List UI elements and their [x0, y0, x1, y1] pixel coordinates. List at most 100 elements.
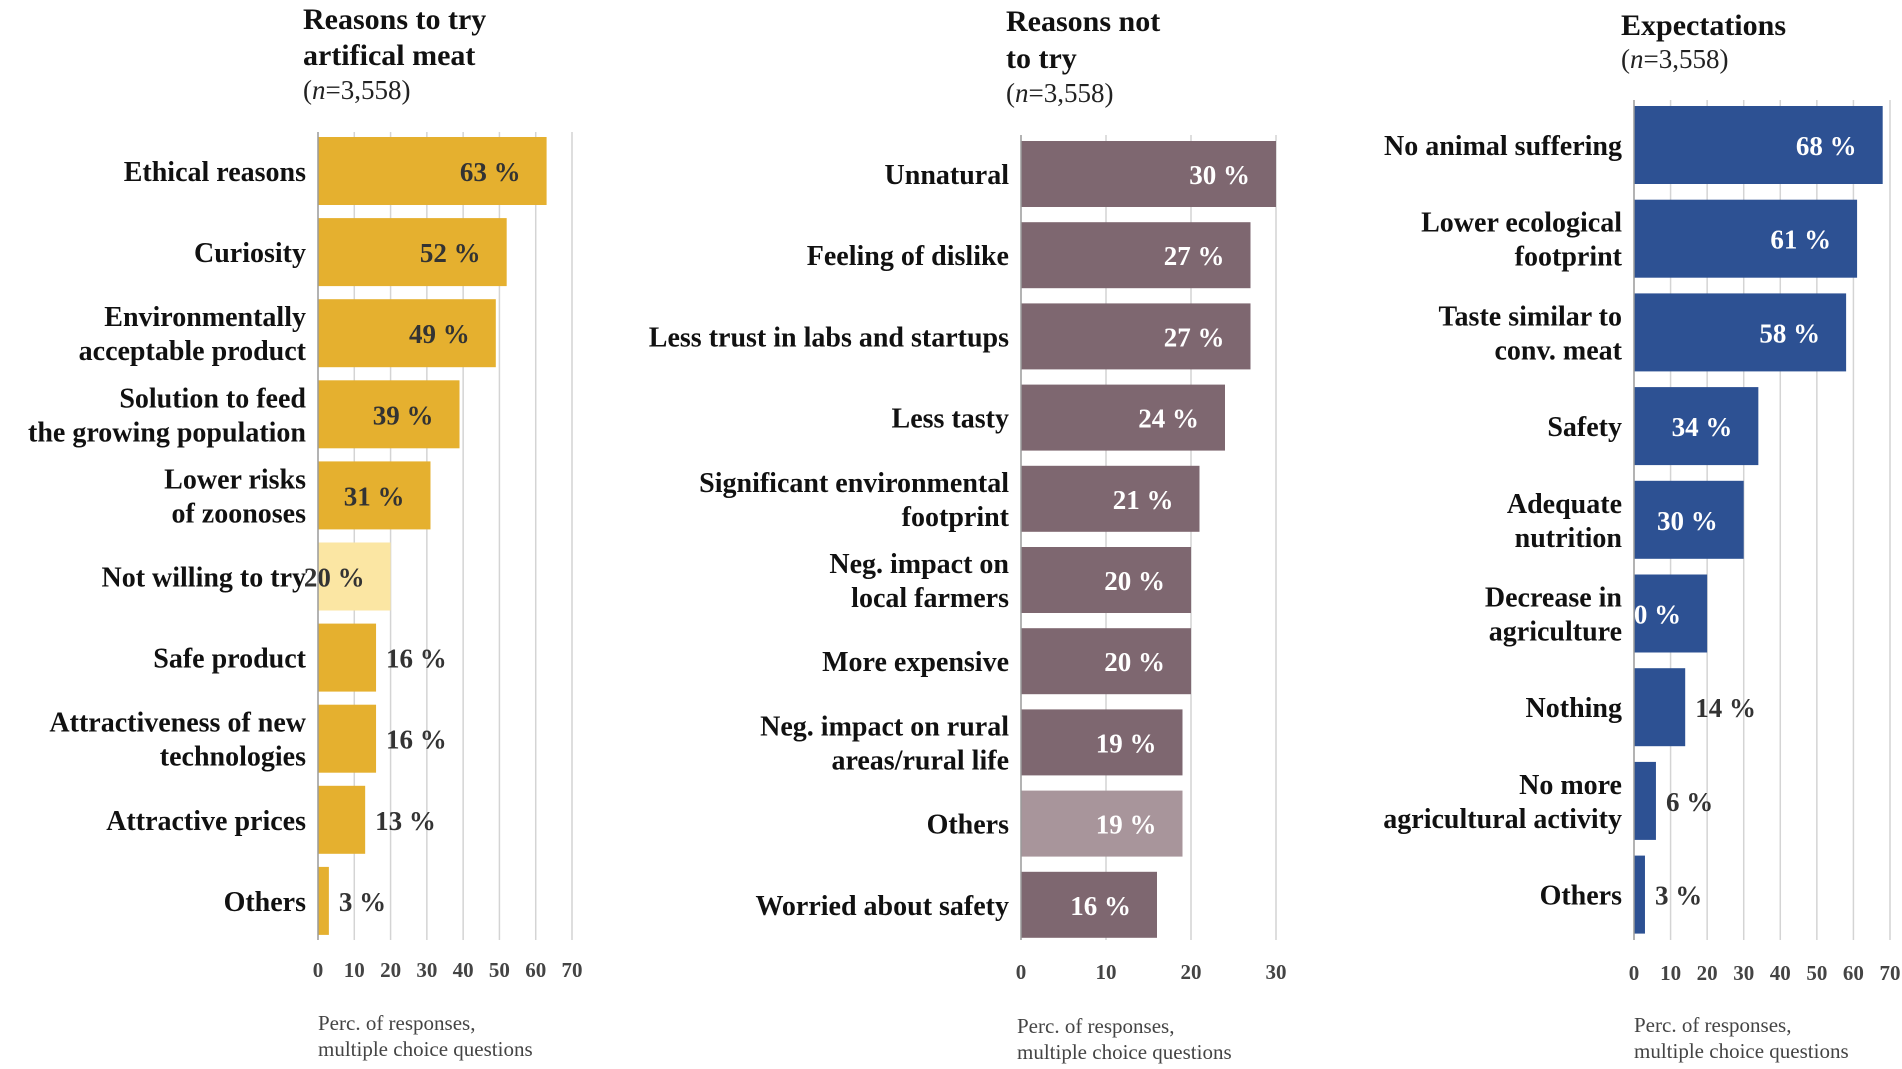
panel-subtitle: (n=3,558): [303, 75, 410, 105]
category-label: Taste similar to: [1438, 301, 1622, 332]
category-label: No animal suffering: [1384, 131, 1622, 162]
bar: [1634, 855, 1645, 934]
bar: [318, 866, 329, 935]
tick-label: 30: [1733, 961, 1754, 985]
panel-title: to try: [1006, 42, 1077, 75]
category-label: Less trust in labs and startups: [649, 322, 1009, 353]
bar: [1634, 387, 1759, 466]
bar: [318, 218, 507, 287]
category-label: conv. meat: [1494, 335, 1622, 366]
category-label: of zoonoses: [171, 498, 306, 529]
category-label: Others: [224, 887, 307, 918]
bar: [1021, 141, 1276, 207]
tick-label: 60: [1843, 961, 1864, 985]
data-label: 20 %: [304, 563, 365, 593]
category-label: footprint: [1515, 242, 1623, 273]
bar: [1634, 106, 1883, 184]
category-label: areas/rural life: [831, 745, 1009, 776]
category-label: No more: [1519, 770, 1622, 801]
bar: [1634, 199, 1858, 278]
data-label: 61 %: [1770, 225, 1831, 255]
panel-title: Reasons to try: [303, 3, 486, 36]
category-label: agriculture: [1489, 617, 1622, 648]
tick-label: 0: [313, 958, 324, 982]
bar: [1021, 222, 1251, 289]
data-label: 20 %: [1104, 647, 1165, 677]
category-label: nutrition: [1515, 523, 1623, 554]
category-label: Worried about safety: [755, 891, 1009, 922]
category-label: Others: [1540, 881, 1623, 912]
category-label: Decrease in: [1485, 583, 1623, 614]
data-label: 52 %: [420, 238, 481, 268]
bar: [1021, 628, 1191, 695]
category-label: acceptable product: [79, 336, 307, 367]
data-label: 63 %: [460, 157, 521, 187]
panel-subtitle: (n=3,558): [1621, 44, 1728, 74]
category-label: the growing population: [28, 417, 306, 448]
tick-label: 60: [525, 958, 546, 982]
category-label: agricultural activity: [1383, 804, 1622, 835]
bar: [1021, 303, 1251, 370]
axis-note: multiple choice questions: [318, 1037, 533, 1061]
axis-note: multiple choice questions: [1017, 1040, 1232, 1064]
bar: [318, 542, 391, 611]
category-label: local farmers: [851, 583, 1009, 614]
tick-label: 10: [1096, 960, 1117, 984]
bar: [318, 299, 496, 368]
panel-title: Reasons not: [1006, 5, 1160, 38]
tick-label: 10: [344, 958, 365, 982]
category-label: More expensive: [822, 647, 1009, 678]
panel-subtitle: (n=3,558): [1006, 78, 1113, 108]
bar: [1634, 293, 1847, 372]
data-label: 58 %: [1759, 318, 1820, 348]
tick-label: 0: [1629, 961, 1640, 985]
data-label: 3 %: [339, 887, 386, 917]
data-label: 19 %: [1096, 728, 1157, 758]
bar: [318, 461, 431, 530]
category-label: Neg. impact on rural: [760, 711, 1009, 742]
category-label: Curiosity: [194, 238, 306, 269]
category-label: Adequate: [1507, 489, 1622, 520]
data-label: 19 %: [1096, 810, 1157, 840]
tick-label: 0: [1016, 960, 1027, 984]
chart-panel-3: Expectations(n=3,558) No animal suffering…: [1383, 9, 1900, 1063]
data-label: 34 %: [1672, 412, 1733, 442]
category-label: Neg. impact on: [829, 549, 1009, 580]
data-label: 16 %: [1070, 891, 1131, 921]
category-label: Significant environmental: [699, 468, 1009, 499]
bar: [1634, 480, 1744, 559]
category-label: Safety: [1547, 412, 1622, 443]
tick-label: 20: [380, 958, 401, 982]
bar: [318, 137, 547, 205]
category-label: Less tasty: [892, 404, 1009, 435]
axis-note: Perc. of responses,: [1017, 1014, 1174, 1038]
category-label: Lower risks: [164, 464, 306, 495]
category-label: Others: [927, 810, 1010, 841]
data-label: 21 %: [1113, 485, 1174, 515]
bar: [318, 704, 377, 773]
bar: [1634, 668, 1686, 747]
tick-label: 50: [1806, 961, 1827, 985]
tick-label: 70: [1880, 961, 1901, 985]
data-label: 68 %: [1796, 131, 1857, 161]
panel-title: artifical meat: [303, 39, 475, 72]
bar: [318, 785, 366, 854]
bar: [1021, 384, 1225, 451]
data-label: 30 %: [1189, 160, 1250, 190]
tick-label: 40: [453, 958, 474, 982]
tick-label: 40: [1770, 961, 1791, 985]
panel-title: Expectations: [1621, 9, 1786, 42]
axis-note: multiple choice questions: [1634, 1039, 1849, 1063]
data-label: 31 %: [344, 481, 405, 511]
axis-note: Perc. of responses,: [318, 1011, 475, 1035]
data-label: 24 %: [1138, 404, 1199, 434]
category-label: Environmentally: [104, 302, 306, 333]
category-label: Safe product: [153, 644, 306, 675]
data-label: 49 %: [409, 319, 470, 349]
data-label: 14 %: [1695, 693, 1756, 723]
data-label: 13 %: [375, 806, 436, 836]
tick-label: 50: [489, 958, 510, 982]
axis-note: Perc. of responses,: [1634, 1013, 1791, 1037]
